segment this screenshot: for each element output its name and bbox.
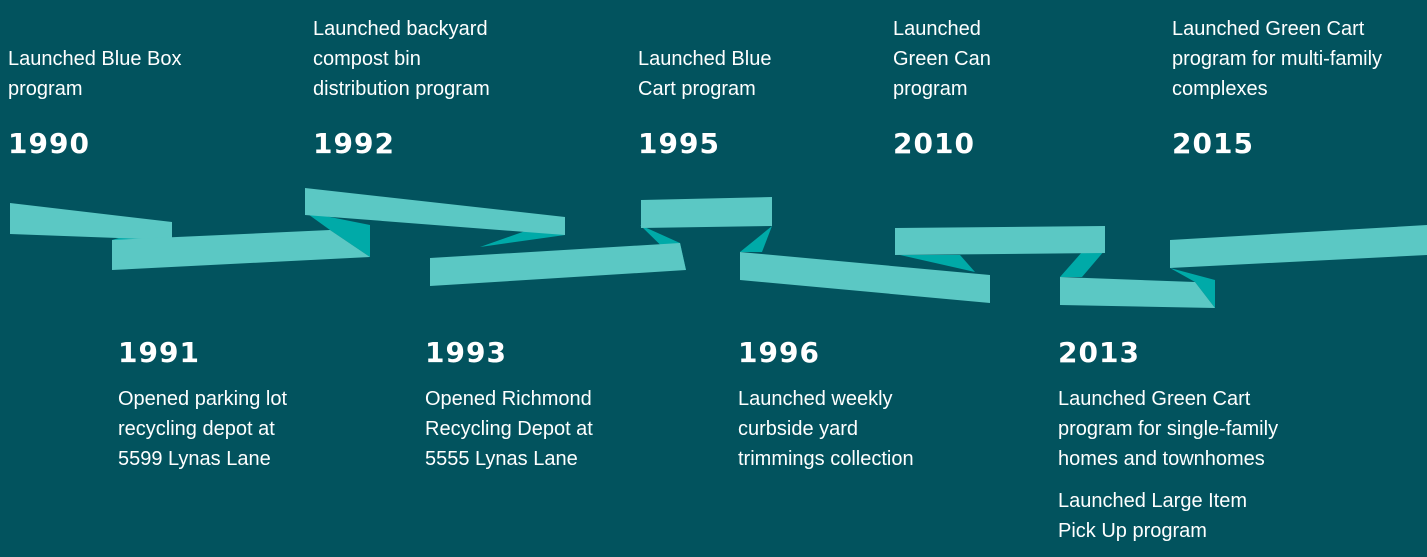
event-year: 2010 bbox=[893, 127, 975, 160]
event-year: 1991 bbox=[118, 336, 200, 369]
event-year: 2013 bbox=[1058, 336, 1140, 369]
timeline: Launched Blue Box program 1990 Launched bac… bbox=[0, 0, 1427, 557]
event-text: compost bin bbox=[313, 48, 421, 70]
event-text: Launched backyard bbox=[313, 18, 488, 40]
event-text: 5599 Lynas Lane bbox=[118, 448, 271, 470]
event-year: 1990 bbox=[8, 127, 90, 160]
event-text: trimmings collection bbox=[738, 448, 914, 470]
event-text: program bbox=[8, 78, 82, 100]
event-text: Opened parking lot bbox=[118, 388, 287, 410]
event-text: Launched Green Cart bbox=[1172, 18, 1365, 40]
event-year: 1992 bbox=[313, 127, 395, 160]
event-text: Cart program bbox=[638, 78, 756, 100]
event-text: complexes bbox=[1172, 78, 1268, 100]
event-text: program for multi-family bbox=[1172, 48, 1382, 70]
event-text: Launched Green Cart bbox=[1058, 388, 1251, 410]
event-text: Launched Blue Box bbox=[8, 48, 181, 70]
event-text: Recycling Depot at bbox=[425, 418, 593, 440]
event-text: curbside yard bbox=[738, 418, 858, 440]
event-text: Green Can bbox=[893, 48, 991, 70]
event-text: Launched weekly bbox=[738, 388, 893, 410]
event-text: 5555 Lynas Lane bbox=[425, 448, 578, 470]
event-year: 1995 bbox=[638, 127, 720, 160]
event-text: program bbox=[893, 78, 967, 100]
event-text: program for single-family bbox=[1058, 418, 1278, 440]
event-text: recycling depot at bbox=[118, 418, 275, 440]
event-text: homes and townhomes bbox=[1058, 448, 1265, 470]
event-year: 1996 bbox=[738, 336, 820, 369]
event-text: Launched Blue bbox=[638, 48, 771, 70]
event-year: 2015 bbox=[1172, 127, 1254, 160]
event-year: 1993 bbox=[425, 336, 507, 369]
event-text: distribution program bbox=[313, 78, 490, 100]
event-text: Pick Up program bbox=[1058, 520, 1207, 542]
event-text: Launched Large Item bbox=[1058, 490, 1247, 512]
event-text: Opened Richmond bbox=[425, 388, 592, 410]
event-text: Launched bbox=[893, 18, 981, 40]
